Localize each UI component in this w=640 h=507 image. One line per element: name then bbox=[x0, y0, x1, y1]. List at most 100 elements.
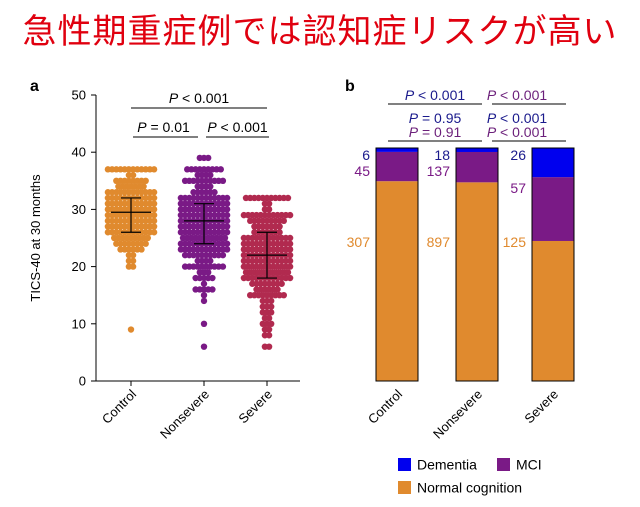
bar-outline bbox=[375, 147, 419, 382]
data-point bbox=[150, 211, 158, 219]
data-point bbox=[221, 234, 229, 242]
data-point bbox=[129, 263, 137, 270]
legend-label: Dementia bbox=[417, 457, 477, 473]
data-point bbox=[223, 211, 231, 219]
data-point bbox=[276, 229, 283, 236]
y-tick-label: 50 bbox=[72, 88, 86, 103]
data-point bbox=[140, 183, 147, 190]
bar-value-label: 125 bbox=[503, 234, 527, 250]
data-point bbox=[223, 194, 231, 202]
data-point bbox=[284, 269, 292, 276]
data-point bbox=[129, 257, 137, 265]
bar-value-label: 57 bbox=[510, 180, 526, 196]
data-point bbox=[265, 343, 273, 350]
data-point bbox=[223, 217, 231, 225]
data-point bbox=[268, 309, 275, 316]
bar-segment bbox=[376, 181, 418, 381]
data-point bbox=[217, 166, 224, 173]
panel-b-label: b bbox=[345, 78, 355, 95]
data-point bbox=[205, 154, 212, 162]
bar-value-label: 897 bbox=[427, 234, 451, 250]
y-tick-label: 40 bbox=[72, 145, 86, 160]
data-point bbox=[207, 183, 214, 190]
bar-segment bbox=[532, 148, 574, 178]
data-point bbox=[223, 200, 231, 207]
data-point bbox=[286, 211, 294, 219]
bar-segment bbox=[456, 151, 498, 183]
data-point bbox=[286, 234, 294, 242]
data-point bbox=[265, 206, 273, 213]
x-tick-label: Control bbox=[365, 386, 405, 426]
data-point bbox=[286, 257, 294, 265]
data-point bbox=[150, 223, 158, 230]
x-tick-label: Nonsevere bbox=[157, 387, 212, 442]
data-point bbox=[142, 240, 149, 247]
data-point bbox=[286, 263, 294, 270]
headline-title: 急性期重症例では認知症リスクが高い bbox=[22, 12, 618, 52]
panel-a-y-axis-label: TICS-40 at 30 months bbox=[28, 174, 43, 302]
panel-a-dot-plot: a TICS-40 at 30 months 0 10 20 30 40 50 Contr… bbox=[28, 78, 300, 442]
data-point bbox=[138, 246, 145, 253]
data-point bbox=[200, 297, 208, 305]
data-point bbox=[207, 257, 214, 265]
data-point bbox=[150, 229, 158, 236]
data-point bbox=[223, 240, 231, 247]
data-point bbox=[223, 206, 231, 213]
data-point bbox=[129, 171, 137, 179]
data-point bbox=[268, 297, 275, 305]
bar-value-label: 137 bbox=[427, 163, 451, 179]
data-point bbox=[280, 217, 287, 225]
data-point bbox=[278, 280, 285, 287]
p-value-dementia: P = 0.95 bbox=[409, 110, 462, 126]
data-point bbox=[268, 320, 275, 327]
data-point bbox=[280, 292, 287, 299]
legend-swatch bbox=[398, 481, 411, 494]
data-point bbox=[150, 217, 158, 225]
data-point bbox=[205, 269, 212, 276]
x-tick-label: Severe bbox=[235, 387, 275, 427]
bar-outline bbox=[531, 147, 575, 382]
p-value-mci: P < 0.001 bbox=[487, 87, 548, 103]
data-point bbox=[268, 303, 275, 310]
data-point bbox=[265, 200, 273, 207]
p-value-dementia: P < 0.001 bbox=[405, 87, 466, 103]
data-point bbox=[142, 177, 149, 184]
data-point bbox=[223, 229, 231, 236]
data-point bbox=[223, 246, 231, 253]
panel-a-label: a bbox=[30, 78, 39, 95]
bar-value-label: 18 bbox=[434, 147, 450, 163]
p-value-mci: P = 0.91 bbox=[409, 124, 462, 140]
data-point bbox=[150, 189, 158, 196]
data-point bbox=[200, 320, 208, 327]
bar-segment bbox=[532, 240, 574, 381]
data-point bbox=[223, 223, 231, 230]
bar-segment bbox=[456, 182, 498, 381]
data-point bbox=[286, 246, 294, 253]
data-point bbox=[219, 177, 227, 184]
data-point bbox=[129, 251, 137, 259]
data-point bbox=[274, 286, 281, 293]
legend-swatch bbox=[398, 458, 411, 471]
p-value-label: P = 0.01 bbox=[137, 119, 190, 135]
bar-segment bbox=[376, 151, 418, 182]
data-point bbox=[276, 223, 283, 230]
data-point bbox=[265, 326, 273, 333]
data-point bbox=[219, 263, 227, 270]
data-point bbox=[150, 206, 158, 213]
data-point bbox=[150, 200, 158, 207]
x-tick-label: Nonsevere bbox=[430, 387, 485, 442]
p-value-label: P < 0.001 bbox=[169, 90, 230, 106]
data-point bbox=[265, 314, 273, 322]
data-point bbox=[286, 274, 294, 282]
bar-outline bbox=[455, 147, 499, 382]
bar-value-label: 307 bbox=[347, 234, 371, 250]
data-point bbox=[200, 343, 208, 350]
p-value-dementia: P < 0.001 bbox=[487, 110, 548, 126]
data-point bbox=[144, 234, 151, 242]
data-point bbox=[209, 286, 216, 293]
bar-value-label: 26 bbox=[510, 147, 526, 163]
x-tick-label: Severe bbox=[521, 387, 561, 427]
data-point bbox=[211, 189, 218, 196]
bar-segment bbox=[456, 148, 498, 152]
